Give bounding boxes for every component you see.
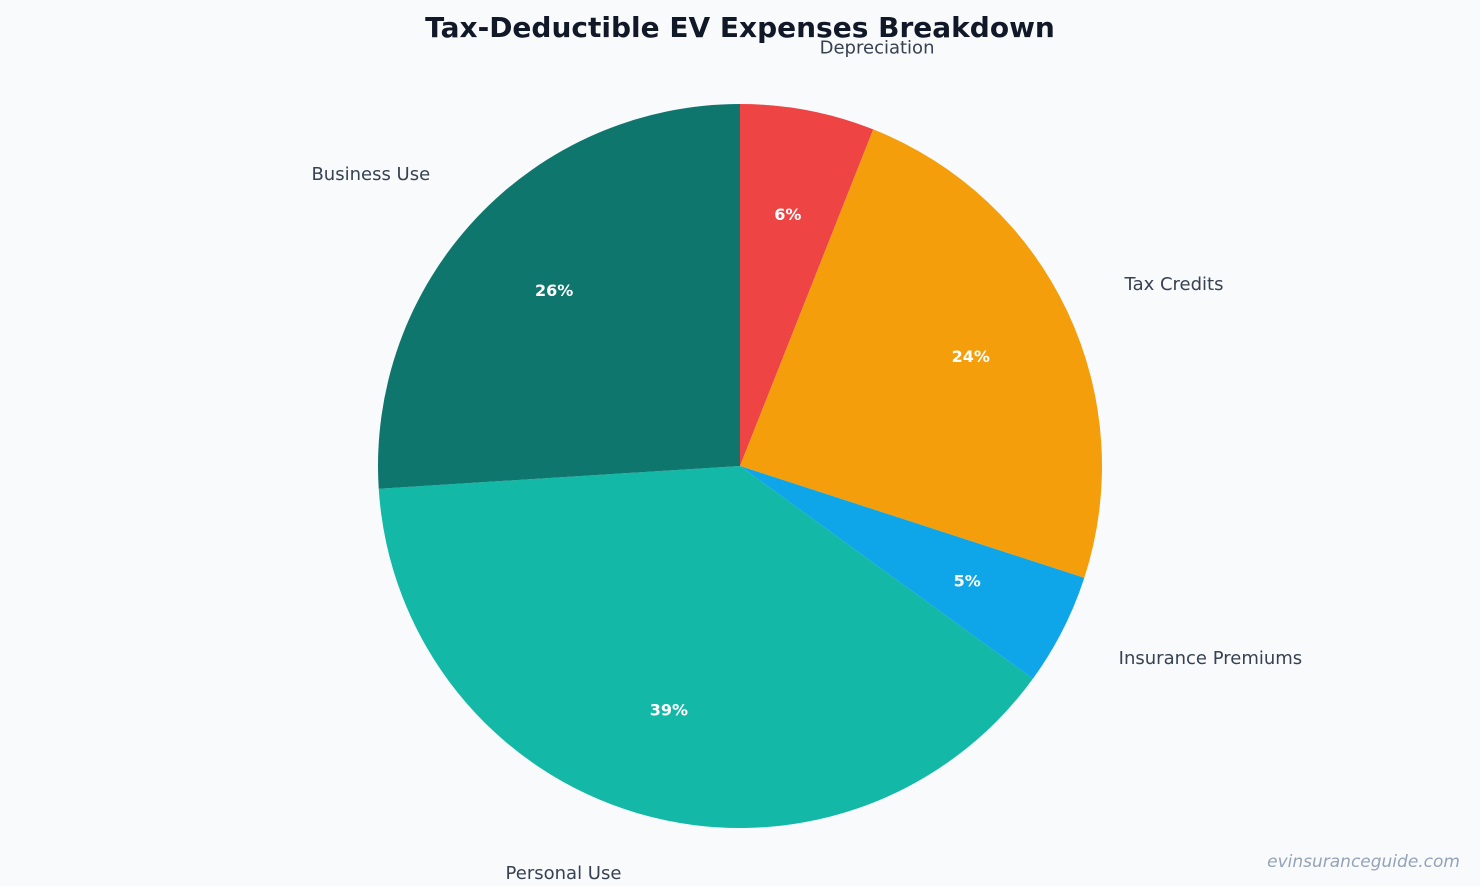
slice-label-depreciation: Depreciation [820,38,935,59]
slice-label-business-use: Business Use [311,164,430,185]
pie-slice-depreciation [740,104,874,466]
watermark: evinsuranceguide.com [1267,852,1460,872]
slice-label-insurance-premiums: Insurance Premiums [1119,648,1303,669]
slice-labels: Depreciation 6% Tax Credits 24% Insurance Pr… [311,38,1302,885]
slice-percent-business-use: 26% [535,281,573,300]
pie-slices [377,104,1102,828]
pie-slice-personal-use [378,466,1033,828]
chart-title: Tax-Deductible EV Expenses Breakdown [425,11,1055,44]
slice-percent-tax-credits: 24% [952,347,990,366]
pie-slice-insurance-premiums [740,466,1085,679]
pie-slice-business-use [377,104,740,489]
slice-percent-insurance-premiums: 5% [954,571,981,590]
pie-slice-tax-credits [740,129,1102,578]
slice-label-tax-credits: Tax Credits [1124,274,1224,295]
slice-percent-personal-use: 39% [650,700,688,719]
slice-percent-depreciation: 6% [774,205,801,224]
slice-label-personal-use: Personal Use [506,863,622,884]
